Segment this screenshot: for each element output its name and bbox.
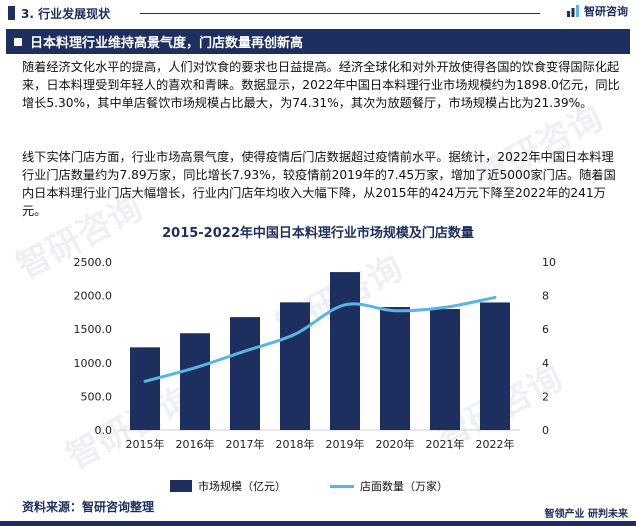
square-bullet-icon xyxy=(8,6,15,20)
square-bullet-icon xyxy=(14,37,22,46)
legend-item-market-size: 市场规模（亿元） xyxy=(170,478,286,494)
right-axis-tick-label: 6 xyxy=(542,323,549,336)
bar xyxy=(280,302,310,430)
x-axis-tick-label: 2016年 xyxy=(176,437,215,451)
chart-title: 2015-2022年中国日本料理行业市场规模及门店数量 xyxy=(162,226,474,241)
chart-legend: 市场规模（亿元） 店面数量（万家） xyxy=(0,478,636,496)
page-footer: 资料来源：智研咨询整理 智领产业 研判未来 xyxy=(0,496,636,526)
section-heading: 3. 行业发展现状 xyxy=(8,4,110,22)
legend-line-swatch xyxy=(330,484,354,488)
source-note: 资料来源：智研咨询整理 xyxy=(22,500,155,514)
combo-chart: 2500.02000.01500.01000.0500.00.010864202… xyxy=(74,256,557,451)
logo-icon xyxy=(567,5,579,17)
header-divider xyxy=(140,13,540,14)
footer-bar xyxy=(0,521,636,526)
left-axis-tick-label: 500.0 xyxy=(81,390,113,403)
bar xyxy=(430,309,460,430)
legend-label: 店面数量（万家） xyxy=(360,480,448,493)
x-axis-tick-label: 2022年 xyxy=(476,437,515,451)
brand-logo: 智研咨询 xyxy=(566,3,628,19)
left-axis-tick-label: 1000.0 xyxy=(74,357,113,370)
bar xyxy=(130,347,160,430)
right-axis-tick-label: 0 xyxy=(542,424,549,437)
bar xyxy=(480,302,510,430)
footer-slogan: 智领产业 研判未来 xyxy=(544,509,628,520)
right-axis-tick-label: 8 xyxy=(542,290,549,303)
x-axis-tick-label: 2021年 xyxy=(426,437,465,451)
store-count-line xyxy=(143,295,497,383)
left-axis-tick-label: 2000.0 xyxy=(74,290,113,303)
x-axis-tick-label: 2020年 xyxy=(376,437,415,451)
legend-item-store-count: 店面数量（万家） xyxy=(330,478,448,494)
x-axis-tick-label: 2018年 xyxy=(276,437,315,451)
section-label: 3. 行业发展现状 xyxy=(21,6,111,21)
legend-label: 市场规模（亿元） xyxy=(198,480,286,493)
x-axis-tick-label: 2017年 xyxy=(226,437,265,451)
left-axis-tick-label: 2500.0 xyxy=(74,256,113,269)
bar xyxy=(380,307,410,430)
logo-text: 智研咨询 xyxy=(584,5,628,18)
section-banner: 日本料理行业维持高景气度，门店数量再创新高 xyxy=(6,29,630,54)
bar xyxy=(330,272,360,430)
right-axis-tick-label: 2 xyxy=(542,390,549,403)
bar xyxy=(180,333,210,430)
bar xyxy=(230,317,260,430)
x-axis-tick-label: 2015年 xyxy=(126,437,165,451)
left-axis-tick-label: 1500.0 xyxy=(74,323,113,336)
x-axis-tick-label: 2019年 xyxy=(326,437,365,451)
body-paragraph-market-size: 随着经济文化水平的提高，人们对饮食的要求也日益提高。经济全球化和对外开放使得各国… xyxy=(22,60,620,110)
body-paragraph-store-count: 线下实体门店方面，行业市场高景气度，使得疫情后门店数据超过疫情前水平。据统计，2… xyxy=(22,150,616,218)
page-header: 3. 行业发展现状 智研咨询 xyxy=(0,0,636,24)
banner-title: 日本料理行业维持高景气度，门店数量再创新高 xyxy=(30,36,304,51)
left-axis-tick-label: 0.0 xyxy=(95,424,113,437)
right-axis-tick-label: 4 xyxy=(542,357,549,370)
legend-bar-swatch xyxy=(170,480,192,492)
right-axis-tick-label: 10 xyxy=(542,256,556,269)
